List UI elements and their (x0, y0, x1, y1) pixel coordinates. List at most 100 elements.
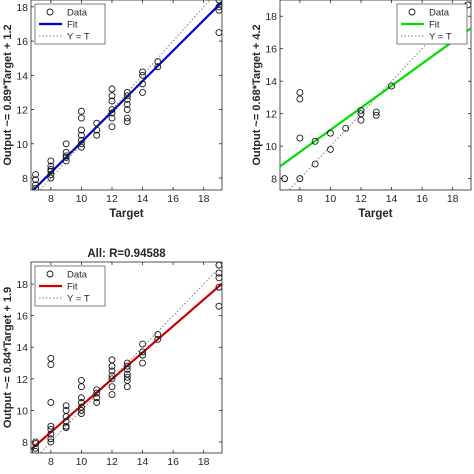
chart-1: 8 10 12 14 16 18 8 10 12 14 16 18 Target Output ~= 0.… (2, 0, 223, 220)
x-tick-label: 16 (416, 193, 428, 205)
data-point (47, 399, 55, 406)
data-point (372, 111, 380, 119)
x-tick-label: 8 (297, 193, 303, 205)
data-point (108, 372, 116, 380)
data-point (139, 340, 146, 348)
data-point (215, 262, 222, 269)
data-point (139, 68, 146, 76)
data-point (154, 58, 162, 66)
data-point (215, 274, 222, 282)
data-point (77, 136, 85, 144)
data-point (47, 435, 55, 443)
x-tick-label: 16 (167, 193, 179, 205)
data-point (388, 82, 395, 90)
data-point (123, 362, 131, 370)
y-tick-label: 8 (22, 437, 28, 449)
y-tick-label: 16 (265, 44, 277, 56)
data-point (77, 131, 85, 139)
data-point (32, 181, 40, 189)
legend-label: Fit (67, 282, 78, 293)
data-point (215, 269, 222, 277)
data-point (108, 97, 116, 105)
data-point (123, 106, 131, 113)
data-point (47, 171, 55, 179)
data-point (357, 106, 365, 114)
data-point (93, 119, 101, 127)
legend-marker-data (46, 8, 54, 16)
x-tick-label: 18 (447, 193, 459, 205)
data-point (47, 438, 55, 446)
data-point (62, 152, 70, 160)
data-point (215, 283, 222, 291)
data-point (32, 184, 40, 190)
data-point (32, 171, 40, 179)
data-point (62, 157, 70, 165)
data-point (311, 160, 319, 168)
data-point (77, 140, 85, 148)
data-point (139, 351, 146, 359)
y-axis-label: Output ~= 0.89*Target + 1.2 (2, 24, 14, 165)
data-point (123, 100, 131, 108)
data-point (62, 424, 70, 432)
y-tick-label: 18 (16, 279, 28, 291)
chart-title: All: R=0.94588 (87, 248, 166, 260)
data-point (326, 129, 334, 137)
data-point (215, 302, 222, 310)
x-tick-label: 12 (106, 456, 118, 468)
data-point (47, 422, 55, 430)
legend-marker-data (408, 8, 416, 16)
data-point (123, 92, 131, 100)
data-point (372, 108, 380, 116)
data-point (108, 114, 116, 122)
data-point (93, 389, 101, 397)
data-point (139, 80, 146, 88)
data-point (123, 95, 131, 103)
data-point (62, 148, 70, 156)
data-point (108, 367, 116, 375)
data-point (296, 175, 304, 183)
data-point (139, 88, 146, 96)
data-point (77, 403, 85, 411)
data-point (108, 106, 116, 113)
data-point (93, 386, 101, 394)
data-point (139, 71, 146, 79)
data-point (108, 123, 116, 131)
data-point (154, 331, 162, 339)
y-tick-label: 12 (16, 105, 28, 117)
data-point (77, 376, 85, 384)
x-tick-label: 18 (198, 456, 210, 468)
data-point (93, 126, 101, 134)
x-tick-label: 18 (198, 193, 210, 205)
legend-label: Data (429, 8, 450, 19)
y-tick-label: 10 (265, 141, 277, 153)
y-tick-label: 10 (16, 405, 28, 417)
data-point (62, 406, 70, 414)
identity-line (39, 264, 222, 453)
x-tick-label: 12 (355, 193, 367, 205)
x-tick-label: 10 (76, 193, 88, 205)
data-point (123, 88, 131, 96)
data-point (108, 375, 116, 383)
data-point (32, 176, 40, 184)
x-tick-label: 14 (137, 456, 149, 468)
plot-content (31, 262, 222, 453)
y-tick-label: 12 (265, 109, 277, 121)
data-point (296, 134, 304, 142)
x-tick-label: 14 (137, 193, 149, 205)
legend-label: Fit (67, 20, 78, 31)
x-tick-label: 16 (167, 456, 179, 468)
data-point (77, 126, 85, 134)
chart-2: 8 10 12 14 16 18 8 10 12 14 16 18 Target Output ~= 0.… (251, 0, 472, 220)
y-tick-label: 18 (16, 2, 28, 14)
y-tick-label: 8 (22, 173, 28, 185)
y-axis-label: Output ~= 0.84*Target + 1.9 (2, 287, 14, 428)
data-point (77, 399, 85, 406)
y-tick-label: 10 (16, 139, 28, 151)
data-point (123, 373, 131, 381)
data-point (47, 174, 55, 182)
